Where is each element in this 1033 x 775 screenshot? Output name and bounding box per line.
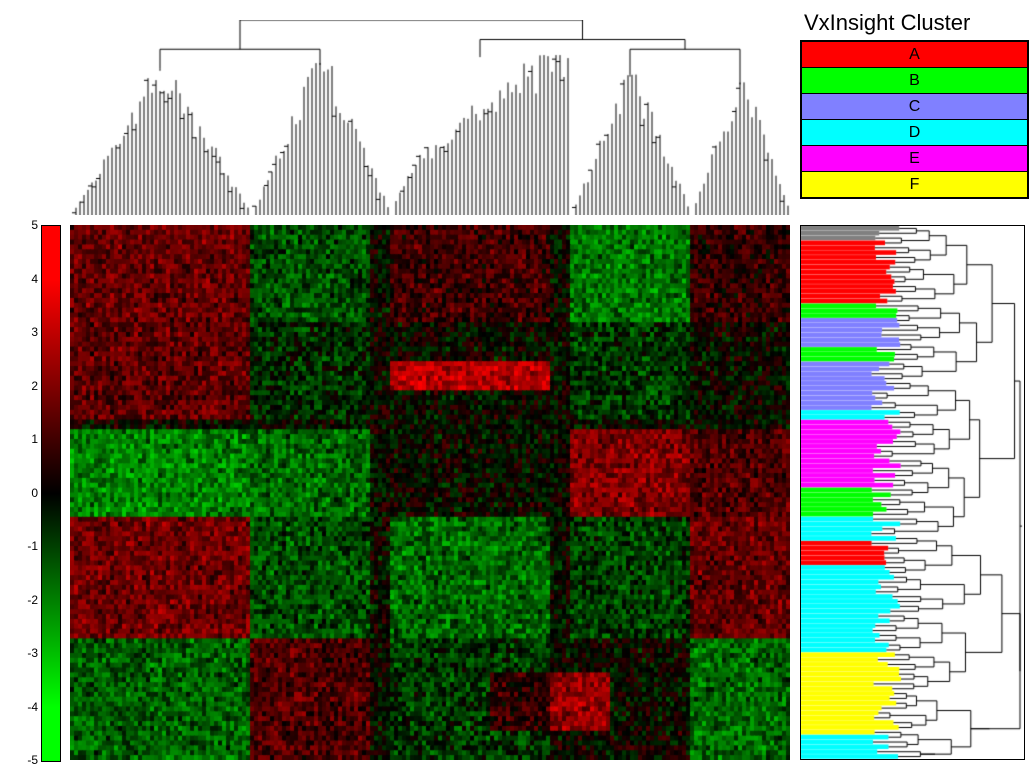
- top-dendrogram-canvas: [70, 20, 790, 215]
- colorbar-tick: 4: [10, 272, 38, 286]
- colorbar-gradient: [41, 225, 61, 762]
- colorbar-tick: 1: [10, 432, 38, 446]
- top-dendrogram: [70, 20, 790, 215]
- legend-row-C: C: [802, 94, 1027, 120]
- figure-root: 5 4 3 2 1 0 -1 -2 -3 -4 -5 VxInsight Cluster ABCDE…: [0, 0, 1033, 775]
- legend-table: ABCDEF: [800, 40, 1029, 199]
- colorbar-tick: -3: [10, 646, 38, 660]
- legend-row-F: F: [802, 172, 1027, 197]
- colorbar-tick: -5: [10, 753, 38, 767]
- heatmap-canvas: [70, 225, 790, 760]
- cluster-legend: VxInsight Cluster ABCDEF: [800, 10, 1025, 199]
- legend-row-D: D: [802, 120, 1027, 146]
- colorbar-region: 543210-1-2-3-4-5: [8, 225, 63, 760]
- legend-row-E: E: [802, 146, 1027, 172]
- legend-row-B: B: [802, 68, 1027, 94]
- colorbar-tick: 5: [10, 218, 38, 232]
- colorbar-tick: -4: [10, 700, 38, 714]
- colorbar-tick: -2: [10, 593, 38, 607]
- heatmap: [70, 225, 790, 760]
- colorbar-tick: 3: [10, 325, 38, 339]
- colorbar-tick: 0: [10, 486, 38, 500]
- legend-row-A: A: [802, 42, 1027, 68]
- colorbar-ticks: 543210-1-2-3-4-5: [8, 225, 38, 760]
- colorbar-tick: 2: [10, 379, 38, 393]
- right-dendrogram-canvas: [801, 226, 1024, 759]
- legend-title: VxInsight Cluster: [800, 10, 1025, 36]
- right-dendrogram: [800, 225, 1025, 760]
- colorbar-tick: -1: [10, 539, 38, 553]
